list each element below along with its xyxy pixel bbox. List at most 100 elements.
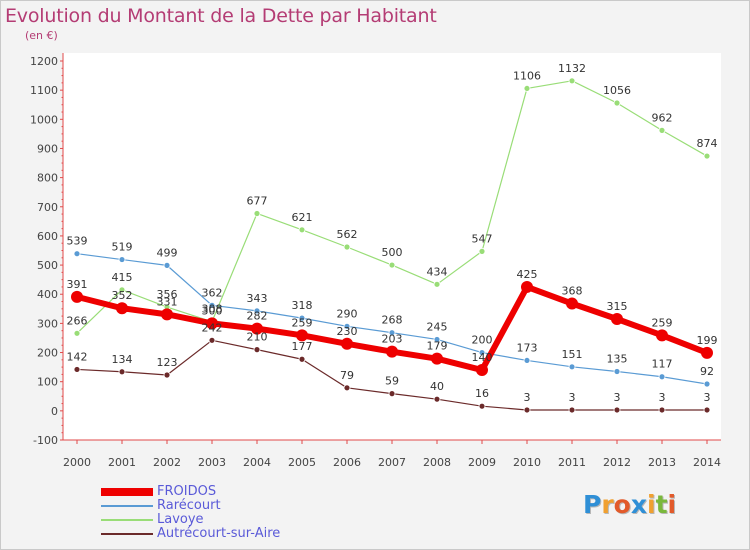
data-point bbox=[73, 366, 81, 373]
data-point bbox=[703, 406, 711, 414]
data-label: 59 bbox=[385, 375, 399, 388]
data-point bbox=[658, 126, 666, 134]
data-label: 300 bbox=[202, 304, 223, 317]
data-point bbox=[431, 352, 443, 365]
data-label: 1056 bbox=[603, 84, 631, 97]
logo-letter: P bbox=[583, 490, 602, 519]
data-point bbox=[433, 395, 441, 403]
legend-label: Rarécourt bbox=[157, 498, 221, 513]
data-label: 242 bbox=[202, 321, 223, 334]
data-point bbox=[523, 406, 531, 414]
proxiti-logo: Proxiti bbox=[583, 490, 676, 519]
x-tick-label: 2008 bbox=[423, 456, 451, 469]
x-tick-label: 2013 bbox=[648, 456, 676, 469]
data-point bbox=[703, 152, 711, 160]
data-label: 3 bbox=[569, 391, 576, 404]
logo-letter: x bbox=[630, 490, 647, 519]
data-label: 230 bbox=[337, 325, 358, 338]
logo-letter: o bbox=[613, 490, 631, 519]
data-point bbox=[343, 322, 351, 330]
data-point bbox=[343, 243, 351, 251]
data-point bbox=[478, 349, 486, 356]
legend: FROIDOS Rarécourt Lavoye Autrécourt-sur-Air… bbox=[101, 485, 280, 541]
y-tick-label: 100 bbox=[37, 376, 58, 389]
x-tick-label: 2011 bbox=[558, 456, 586, 469]
legend-swatch bbox=[101, 519, 153, 521]
data-label: 282 bbox=[247, 310, 268, 323]
data-label: 179 bbox=[427, 340, 448, 353]
data-label: 874 bbox=[697, 137, 718, 150]
x-tick-label: 2002 bbox=[153, 456, 181, 469]
y-tick-label: 500 bbox=[37, 259, 58, 272]
data-label: 266 bbox=[67, 314, 88, 327]
data-label: 135 bbox=[607, 352, 628, 365]
data-label: 519 bbox=[112, 241, 133, 254]
data-point bbox=[118, 368, 126, 376]
logo-letter: i bbox=[647, 490, 656, 519]
legend-item: FROIDOS bbox=[101, 485, 280, 499]
y-tick-label: 1100 bbox=[30, 84, 58, 97]
data-point bbox=[118, 256, 126, 263]
y-tick-label: 800 bbox=[37, 172, 58, 185]
data-point bbox=[71, 290, 83, 303]
data-label: 500 bbox=[382, 246, 403, 259]
data-label: 203 bbox=[382, 333, 403, 346]
data-point bbox=[253, 307, 261, 315]
data-label: 200 bbox=[472, 334, 493, 347]
data-point bbox=[611, 313, 623, 326]
chart-title: Evolution du Montant de la Dette par Hab… bbox=[5, 5, 437, 27]
data-label: 79 bbox=[340, 369, 354, 382]
data-label: 210 bbox=[247, 331, 268, 344]
y-tick-label: 200 bbox=[37, 347, 58, 360]
x-tick-label: 2004 bbox=[243, 456, 271, 469]
data-point bbox=[253, 346, 261, 354]
data-point bbox=[433, 280, 441, 288]
data-point bbox=[163, 261, 171, 269]
x-tick-label: 2006 bbox=[333, 456, 361, 469]
data-label: 92 bbox=[700, 365, 714, 378]
logo-letter: i bbox=[667, 490, 677, 519]
data-label: 331 bbox=[157, 295, 178, 308]
data-label: 142 bbox=[67, 350, 88, 363]
data-point bbox=[253, 210, 261, 217]
y-tick-label: 600 bbox=[37, 230, 58, 243]
data-point bbox=[296, 329, 308, 342]
x-tick-label: 2010 bbox=[513, 456, 541, 469]
y-tick-label: 1000 bbox=[30, 113, 58, 126]
legend-swatch bbox=[101, 533, 153, 535]
legend-label: FROIDOS bbox=[157, 484, 217, 499]
data-point bbox=[208, 336, 216, 344]
data-point bbox=[298, 355, 306, 363]
x-tick-label: 2000 bbox=[63, 456, 91, 469]
data-label: 562 bbox=[337, 228, 358, 241]
data-label: 3 bbox=[524, 391, 531, 404]
data-point bbox=[613, 368, 621, 375]
data-label: 3 bbox=[614, 391, 621, 404]
data-point bbox=[566, 297, 578, 310]
data-label: 140 bbox=[472, 351, 493, 364]
data-point bbox=[298, 314, 306, 322]
x-tick-label: 2003 bbox=[198, 456, 226, 469]
data-label: 40 bbox=[430, 380, 444, 393]
data-label: 1132 bbox=[558, 62, 586, 75]
data-label: 315 bbox=[607, 300, 628, 313]
y-tick-label: 0 bbox=[51, 405, 58, 418]
legend-label: Autrécourt-sur-Aire bbox=[157, 526, 281, 541]
data-point bbox=[208, 301, 216, 309]
data-label: 415 bbox=[112, 271, 133, 284]
data-label: 134 bbox=[112, 353, 133, 366]
data-label: 343 bbox=[247, 292, 268, 305]
data-point bbox=[568, 363, 576, 371]
data-label: 199 bbox=[697, 334, 718, 347]
data-label: 621 bbox=[292, 211, 313, 224]
legend-item: Rarécourt bbox=[101, 499, 280, 513]
data-label: 151 bbox=[562, 348, 583, 361]
data-point bbox=[478, 247, 486, 255]
plot-area bbox=[63, 53, 721, 440]
chart-subtitle: (en €) bbox=[25, 29, 58, 42]
data-label: 434 bbox=[427, 265, 448, 278]
data-point bbox=[523, 85, 531, 92]
x-tick-label: 2009 bbox=[468, 456, 496, 469]
legend-swatch bbox=[101, 505, 153, 507]
